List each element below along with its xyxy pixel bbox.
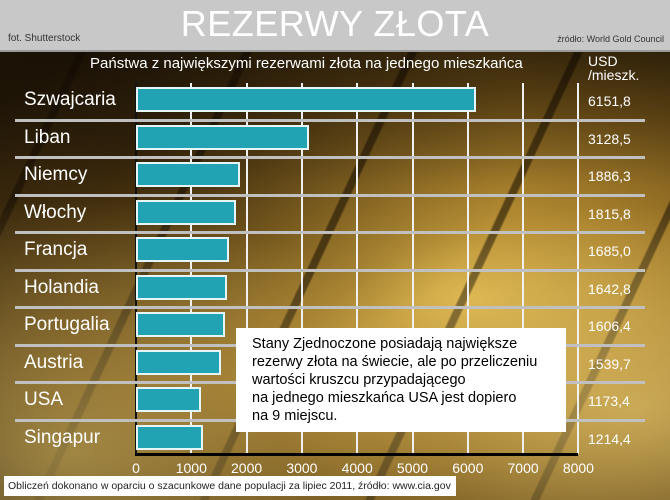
x-tick-label: 3000	[286, 460, 318, 476]
x-tick-label: 0	[132, 460, 140, 476]
country-label: Portugalia	[24, 314, 110, 335]
country-label: Liban	[24, 126, 71, 148]
annotation-box: Stany Zjednoczone posiadają największe r…	[236, 328, 566, 432]
data-source: źródło: World Gold Council	[557, 34, 664, 44]
note-line: na 9 miejscu.	[252, 408, 338, 424]
data-bar	[136, 387, 201, 412]
value-label: 1886,3	[588, 168, 631, 184]
data-bar	[136, 237, 229, 262]
country-label: Włochy	[24, 201, 87, 223]
value-label: 1539,7	[588, 355, 631, 372]
x-tick-label: 7000	[507, 460, 539, 476]
country-label: Austria	[24, 351, 84, 373]
x-tick-label: 6000	[452, 460, 484, 476]
x-tick-label: 2000	[231, 460, 263, 476]
data-bar	[136, 349, 221, 375]
unit-line-2: /mieszk.	[588, 67, 640, 83]
unit-label: USD /mieszk.	[588, 54, 639, 82]
value-label: 1214,4	[588, 430, 631, 447]
value-label: 1606,4	[588, 318, 631, 334]
data-bar	[136, 274, 227, 300]
note-line: wartości kruszcu przypadającego	[252, 372, 466, 388]
chart-subtitle: Państwa z największymi rezerwami złota n…	[90, 55, 523, 72]
row-separator	[15, 118, 645, 122]
background-lighting	[0, 50, 670, 500]
x-tick-label: 5000	[396, 460, 429, 476]
header-banner: REZERWY ZŁOTA fot. Shutterstock źródło: …	[0, 0, 670, 52]
data-bar	[136, 87, 476, 112]
value-label: 1815,8	[588, 205, 631, 222]
value-label: 1685,0	[588, 243, 631, 259]
value-label: 6151,8	[588, 93, 631, 109]
data-bar	[136, 312, 225, 337]
country-label: Francja	[24, 239, 88, 260]
data-bar	[136, 162, 240, 187]
unit-line-1: USD	[588, 53, 618, 69]
note-line: na jednego mieszkańca USA jest dopiero	[252, 390, 517, 406]
row-separator	[15, 231, 645, 234]
row-separator	[15, 306, 645, 309]
row-separator	[15, 193, 645, 197]
note-line: rezerwy złota na świecie, ale po przelic…	[252, 354, 538, 370]
country-label: Holandia	[24, 276, 99, 298]
value-label: 1173,4	[588, 393, 630, 409]
x-tick-label: 1000	[175, 460, 207, 476]
country-label: Szwajcaria	[24, 89, 116, 110]
row-separator	[15, 268, 645, 272]
x-tick-label: 8000	[562, 460, 594, 476]
value-label: 1642,8	[588, 280, 631, 297]
x-axis-line	[135, 453, 578, 456]
footer-note: Obliczeń dokonano w oparciu o szacunkowe…	[4, 476, 456, 496]
country-label: Singapur	[24, 426, 101, 448]
page-title: REZERWY ZŁOTA	[180, 3, 490, 44]
value-label: 3128,5	[588, 130, 631, 147]
data-bar	[136, 199, 236, 225]
country-label: USA	[24, 389, 64, 410]
data-bar	[136, 424, 203, 450]
row-separator	[15, 156, 645, 159]
x-tick-label: 4000	[341, 460, 373, 476]
country-label: Niemcy	[24, 164, 88, 185]
data-bar	[136, 124, 309, 150]
photo-credit: fot. Shutterstock	[8, 33, 81, 44]
note-line: Stany Zjednoczone posiadają największe	[252, 336, 518, 352]
